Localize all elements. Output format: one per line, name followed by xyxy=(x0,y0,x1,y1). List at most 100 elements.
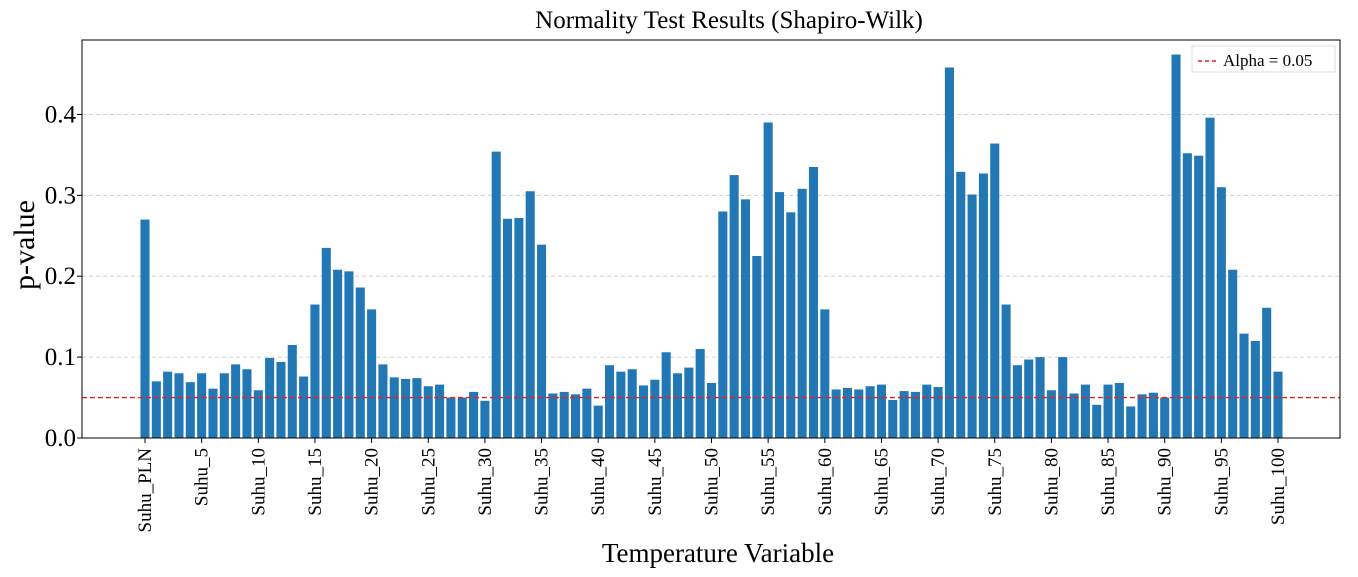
bar-Suhu_41 xyxy=(604,365,615,438)
bar-Suhu_99 xyxy=(1262,307,1272,438)
bar-Suhu_46 xyxy=(661,352,671,438)
bar-Suhu_69 xyxy=(922,384,932,438)
bar-Suhu_76 xyxy=(1001,304,1011,438)
bar-Suhu_91 xyxy=(1171,54,1181,438)
bar-Suhu_34 xyxy=(525,191,535,438)
bar-Suhu_PLN xyxy=(140,219,150,438)
bar-Suhu_22 xyxy=(389,377,399,438)
bar-Suhu_82 xyxy=(1069,393,1079,438)
bar-Suhu_36 xyxy=(548,393,558,438)
bar-Suhu_100 xyxy=(1273,371,1283,438)
x-tick-label: Suhu_PLN xyxy=(135,448,156,533)
bar-Suhu_10 xyxy=(253,390,263,438)
bar-Suhu_2 xyxy=(163,371,173,438)
bar-Suhu_27 xyxy=(446,397,456,438)
bar-Suhu_84 xyxy=(1092,404,1102,438)
x-tick-label: Suhu_25 xyxy=(418,448,439,516)
bar-Suhu_6 xyxy=(208,388,218,438)
x-tick-label: Suhu_5 xyxy=(192,448,213,506)
legend-label: Alpha = 0.05 xyxy=(1223,51,1312,70)
x-tick-label: Suhu_40 xyxy=(588,448,609,516)
bar-series xyxy=(140,54,1283,439)
legend-box xyxy=(1191,45,1336,73)
bar-Suhu_96 xyxy=(1228,269,1238,438)
bar-Suhu_98 xyxy=(1250,340,1260,438)
bar-Suhu_25 xyxy=(423,386,433,438)
bar-Suhu_87 xyxy=(1126,406,1136,438)
bar-Suhu_60 xyxy=(820,309,830,438)
x-tick-label: Suhu_10 xyxy=(248,448,269,516)
y-axis-ticks: 0.0 0.1 0.2 0.3 0.4 xyxy=(45,101,82,452)
bar-Suhu_38 xyxy=(571,394,581,438)
bar-Suhu_64 xyxy=(865,386,875,438)
y-axis-label: p-value xyxy=(8,200,41,290)
bar-Suhu_90 xyxy=(1160,397,1170,438)
bar-Suhu_75 xyxy=(990,143,1000,438)
bar-Suhu_39 xyxy=(582,388,592,438)
bar-Suhu_17 xyxy=(333,269,343,438)
x-tick-label: Suhu_100 xyxy=(1268,448,1289,525)
bar-Suhu_8 xyxy=(231,364,241,438)
bar-Suhu_94 xyxy=(1205,117,1215,438)
y-tick-label: 0.3 xyxy=(45,182,76,209)
x-tick-label: Suhu_80 xyxy=(1041,448,1062,516)
x-tick-label: Suhu_90 xyxy=(1155,448,1176,516)
bar-Suhu_54 xyxy=(752,255,762,438)
bar-Suhu_45 xyxy=(650,379,660,438)
bar-Suhu_14 xyxy=(299,376,309,438)
x-tick-label: Suhu_95 xyxy=(1211,448,1232,516)
bar-Suhu_50 xyxy=(706,382,717,438)
x-tick-label: Suhu_70 xyxy=(928,448,949,516)
bar-Suhu_95 xyxy=(1216,187,1226,438)
bar-Suhu_49 xyxy=(695,349,705,438)
x-tick-label: Suhu_50 xyxy=(702,448,723,516)
x-tick-label: Suhu_60 xyxy=(815,448,836,516)
bar-Suhu_74 xyxy=(978,173,988,438)
bar-Suhu_66 xyxy=(888,399,898,438)
bar-Suhu_18 xyxy=(344,271,354,438)
bar-Suhu_61 xyxy=(831,389,841,438)
bar-Suhu_20 xyxy=(367,309,377,438)
bar-Suhu_78 xyxy=(1024,359,1034,438)
bar-Suhu_83 xyxy=(1080,384,1090,438)
bar-Suhu_93 xyxy=(1194,155,1204,438)
bar-Suhu_79 xyxy=(1035,357,1045,438)
bar-Suhu_33 xyxy=(514,217,524,438)
x-tick-label: Suhu_75 xyxy=(985,448,1006,516)
bar-Suhu_85 xyxy=(1103,384,1113,438)
bar-Suhu_40 xyxy=(593,405,603,438)
x-axis-label: Temperature Variable xyxy=(602,538,834,568)
bar-Suhu_35 xyxy=(537,244,547,438)
bar-Suhu_53 xyxy=(740,199,751,438)
y-tick-label: 0.0 xyxy=(45,425,76,452)
bar-Suhu_26 xyxy=(435,384,445,438)
y-tick-label: 0.2 xyxy=(45,263,76,290)
bar-Suhu_5 xyxy=(197,373,207,438)
bar-Suhu_44 xyxy=(638,385,649,438)
x-tick-label: Suhu_45 xyxy=(645,448,666,516)
x-tick-label: Suhu_85 xyxy=(1098,448,1119,516)
bar-Suhu_63 xyxy=(854,389,864,438)
bar-Suhu_7 xyxy=(219,373,229,438)
bar-Suhu_31 xyxy=(491,151,501,438)
bar-Suhu_13 xyxy=(287,344,297,438)
bar-Suhu_56 xyxy=(774,192,785,438)
bar-Suhu_4 xyxy=(185,382,195,438)
bar-Suhu_9 xyxy=(242,369,252,438)
chart-title: Normality Test Results (Shapiro-Wilk) xyxy=(535,7,923,34)
bar-Suhu_19 xyxy=(355,287,365,438)
bar-Suhu_55 xyxy=(763,122,773,438)
y-tick-label: 0.4 xyxy=(45,101,77,128)
bar-Suhu_67 xyxy=(899,391,909,438)
x-axis-ticks: Suhu_PLN Suhu_5 Suhu_10 Suhu_15 Suhu_20 Suhu_… xyxy=(135,438,1289,532)
bar-Suhu_28 xyxy=(457,397,467,438)
bar-Suhu_1 xyxy=(151,381,161,438)
bar-Suhu_57 xyxy=(786,212,796,438)
x-tick-label: Suhu_20 xyxy=(362,448,383,516)
bar-Suhu_58 xyxy=(797,188,807,438)
bar-Suhu_72 xyxy=(956,171,966,438)
bar-Suhu_97 xyxy=(1239,333,1249,438)
bar-Suhu_43 xyxy=(627,369,637,438)
bar-Suhu_23 xyxy=(401,378,411,438)
